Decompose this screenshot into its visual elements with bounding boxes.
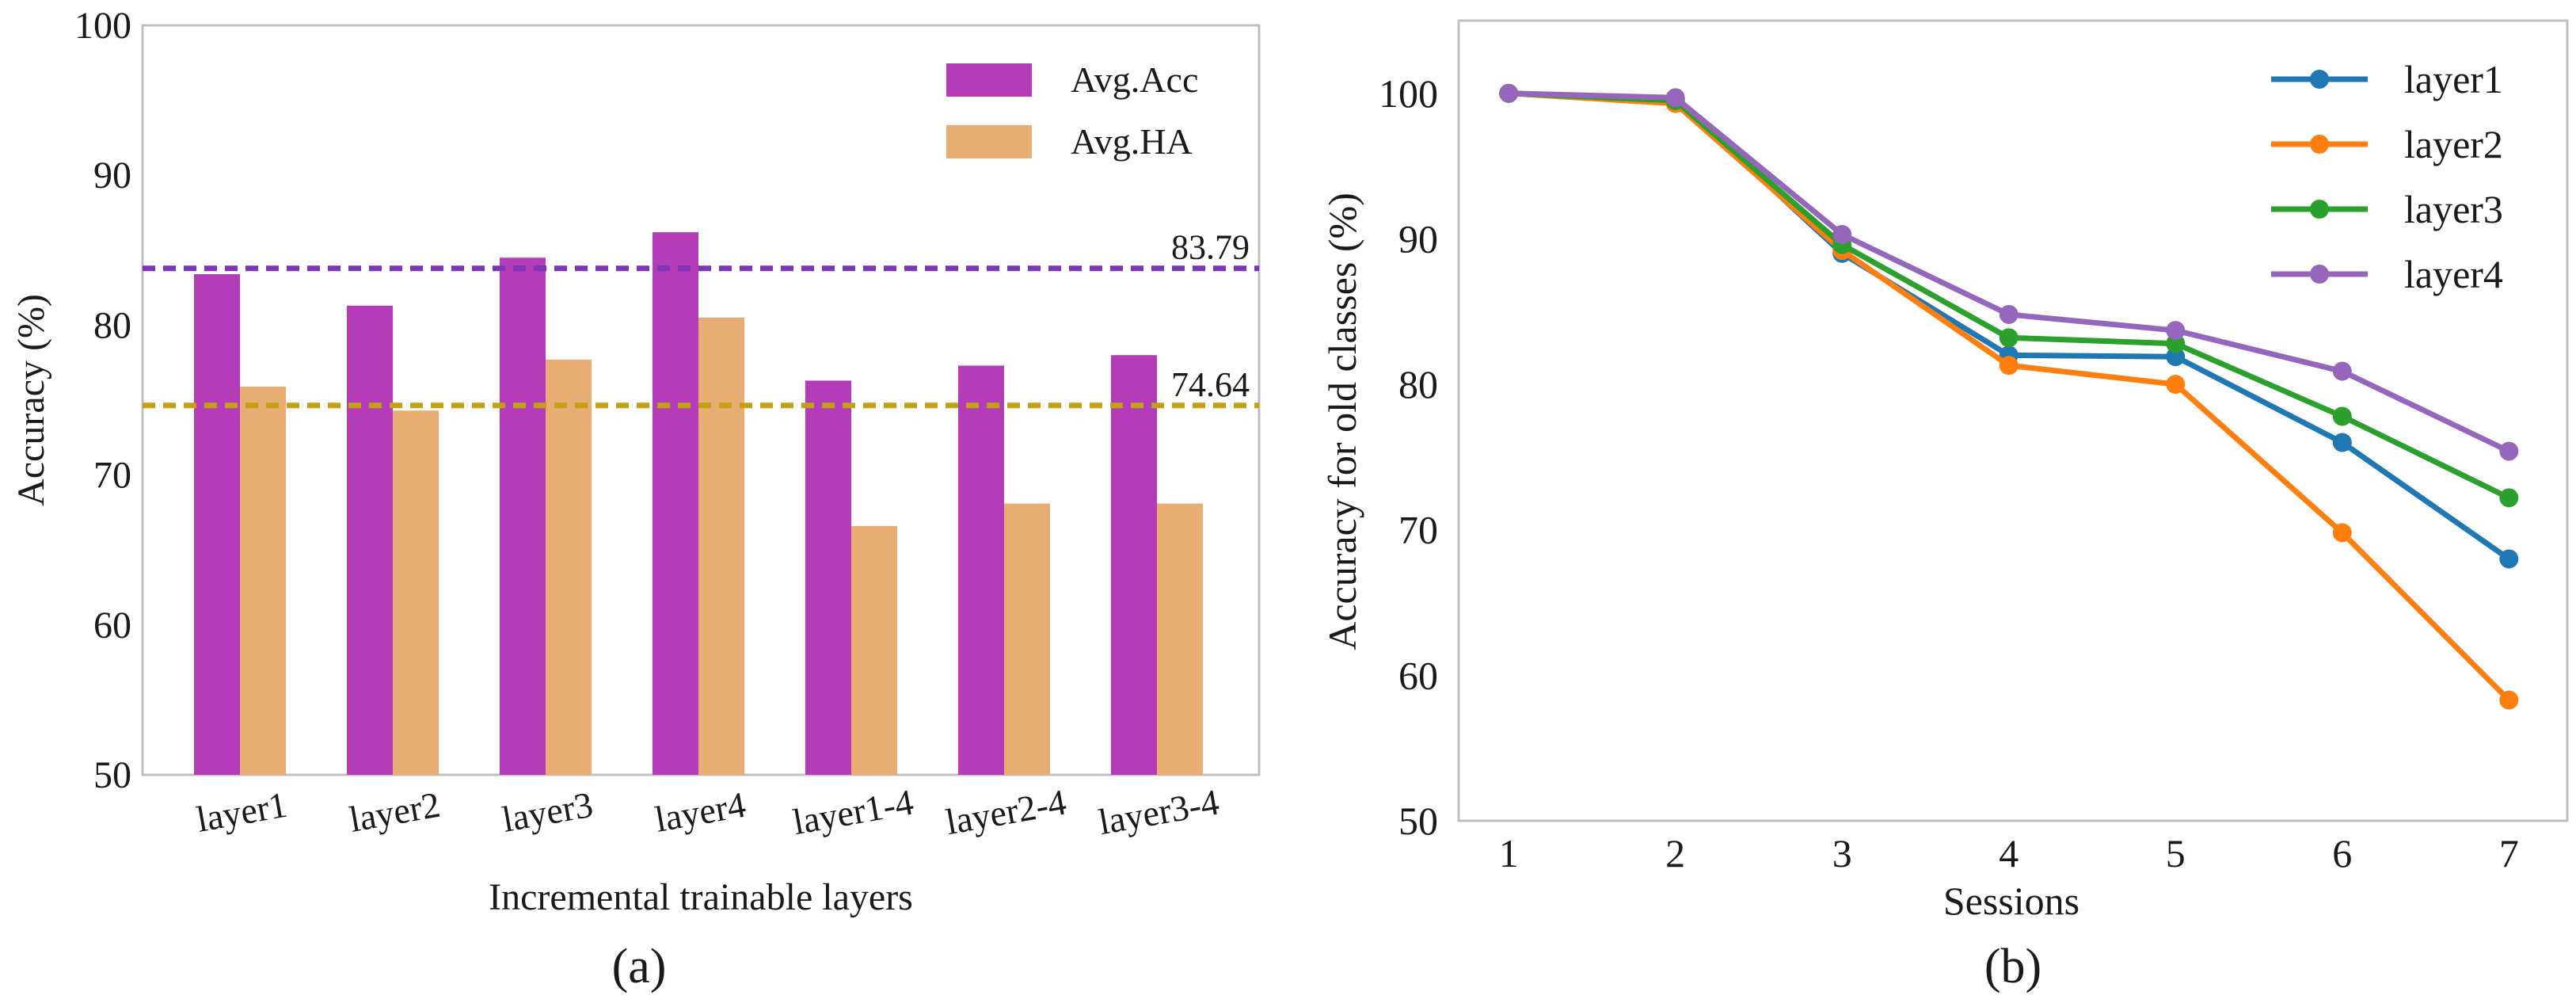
y-axis-label: Accuracy (%) [10, 294, 52, 506]
data-point-layer2 [1999, 356, 2019, 376]
bar-avg-acc-layer4 [653, 232, 698, 775]
data-point-layer4 [2499, 441, 2519, 461]
x-tick-label: 3 [1832, 831, 1852, 875]
bar-group [194, 232, 1203, 776]
x-tick-label: layer1 [193, 784, 290, 840]
x-tick-label: 6 [2332, 831, 2352, 875]
data-point-layer3 [2332, 406, 2352, 426]
series-line-layer2 [1508, 90, 2511, 703]
data-point-layer3 [2166, 334, 2186, 353]
y-tick-label: 100 [1379, 71, 1438, 116]
x-tick-label: layer4 [652, 784, 748, 840]
reference-line-label: 83.79 [1171, 228, 1250, 267]
bar-avg-acc-layer2 [347, 305, 393, 776]
data-point-layer1 [2166, 347, 2186, 367]
x-tick-label: layer2-4 [942, 781, 1069, 842]
y-tick-label: 70 [93, 455, 131, 497]
x-tick-label: layer1-4 [790, 781, 916, 842]
bar-avg-ha-layer4 [698, 317, 744, 775]
x-tick-label: 1 [1499, 831, 1519, 875]
data-point-layer4 [1832, 224, 1852, 244]
reference-line-label: 74.64 [1171, 365, 1250, 404]
data-point-layer4 [1665, 88, 1685, 108]
legend-marker [2310, 135, 2329, 154]
y-tick-label: 60 [1398, 653, 1438, 697]
data-point-layer1 [2499, 549, 2519, 569]
x-tick-labels: 1 2 3 4 5 6 7 [1499, 831, 2519, 875]
panel-label: (a) [612, 940, 667, 993]
y-tick-label: 90 [1398, 216, 1438, 261]
y-tick-label: 90 [93, 154, 131, 196]
bar-avg-acc-layer2-4 [958, 365, 1004, 775]
bar-avg-ha-layer1-4 [851, 525, 897, 775]
data-point-layer4 [2332, 361, 2352, 381]
y-tick-label: 60 [93, 604, 131, 646]
bar-avg-acc-layer3-4 [1111, 355, 1157, 775]
x-tick-label: 2 [1665, 831, 1685, 875]
x-axis-label: Sessions [1943, 879, 2079, 923]
plot-frame [1457, 19, 2569, 822]
x-axis-label: Incremental trainable layers [489, 876, 913, 918]
data-point-layer4 [2166, 321, 2186, 341]
legend-marker [2310, 70, 2329, 89]
data-point-layer2 [2499, 690, 2519, 710]
data-point-layer2 [2166, 375, 2186, 395]
legend-swatch [946, 63, 1032, 97]
x-tick-label: 5 [2166, 831, 2186, 875]
data-point-layer4 [1499, 83, 1519, 103]
legend: layer1 layer2 layer3 layer4 [2271, 57, 2503, 296]
y-tick-label: 50 [1398, 799, 1438, 843]
series-line-layer1 [1509, 90, 2511, 562]
y-tick-label: 70 [1398, 508, 1438, 552]
legend-label: layer1 [2404, 57, 2503, 101]
series-lines [1499, 83, 2519, 710]
line-chart-panel: 50 60 70 80 90 100 1 2 3 4 5 6 7 layer1 layer2 layer3… [1320, 19, 2569, 993]
y-tick-labels: 50 60 70 80 90 100 [74, 5, 131, 796]
panel-label: (b) [1984, 940, 2041, 993]
data-point-layer1 [2332, 433, 2352, 452]
legend-label: Avg.Acc [1071, 59, 1198, 100]
x-tick-label: layer2 [346, 784, 443, 840]
x-tick-label: layer3 [499, 784, 595, 840]
bar-avg-ha-layer3-4 [1157, 503, 1203, 775]
y-tick-label: 100 [74, 5, 131, 47]
bar-avg-acc-layer1-4 [805, 380, 851, 775]
data-point-layer3 [1999, 328, 2019, 348]
legend: Avg.Acc Avg.HA [946, 59, 1198, 162]
x-tick-label: 4 [1999, 831, 2019, 875]
data-point-layer2 [2332, 523, 2352, 543]
y-tick-labels: 50 60 70 80 90 100 [1379, 71, 1438, 843]
legend-label: layer4 [2404, 252, 2503, 296]
legend-marker [2310, 200, 2329, 219]
bar-avg-ha-layer2-4 [1004, 503, 1050, 775]
y-tick-label: 50 [93, 754, 131, 796]
y-tick-label: 80 [93, 304, 131, 346]
legend-marker [2310, 265, 2329, 284]
bar-avg-ha-layer3 [546, 359, 592, 775]
bar-avg-acc-layer1 [194, 274, 240, 775]
bar-avg-ha-layer2 [393, 410, 439, 775]
y-axis-label: Accuracy for old classes (%) [1320, 193, 1364, 650]
reference-lines: 83.79 74.64 [143, 228, 1259, 409]
data-point-layer3 [2499, 488, 2519, 508]
legend-label: layer3 [2404, 187, 2503, 231]
x-tick-labels: layer1 layer2 layer3 layer4 layer1-4 layer2-4… [193, 781, 1222, 842]
x-tick-label: 7 [2499, 831, 2519, 875]
series-line-layer3 [1509, 90, 2510, 501]
legend-label: layer2 [2404, 122, 2503, 166]
legend-label: Avg.HA [1071, 121, 1193, 162]
data-point-layer4 [1999, 304, 2019, 324]
bar-avg-acc-layer3 [500, 257, 546, 775]
legend-swatch [946, 125, 1032, 158]
bar-avg-ha-layer1 [240, 386, 286, 775]
y-tick-label: 80 [1398, 362, 1438, 406]
x-tick-label: layer3-4 [1095, 781, 1222, 842]
